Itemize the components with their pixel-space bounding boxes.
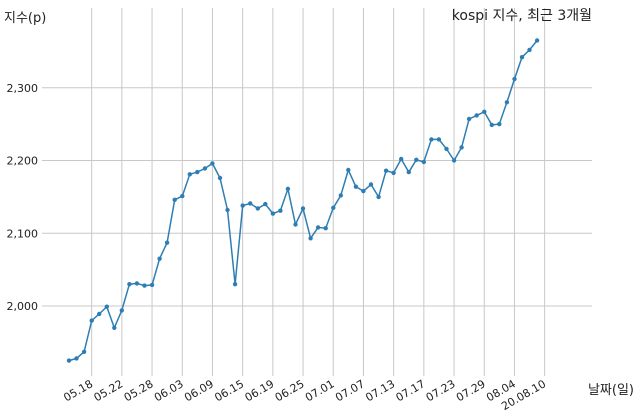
data-point: [504, 100, 510, 105]
data-point: [512, 76, 517, 82]
data-point: [497, 121, 502, 127]
data-point: [263, 201, 268, 207]
data-point: [187, 172, 192, 177]
data-point: [444, 146, 449, 152]
data-point: [489, 122, 494, 128]
data-point: [436, 137, 442, 142]
data-point: [285, 186, 291, 192]
data-point: [134, 281, 140, 286]
data-point: [519, 55, 525, 60]
data-point: [353, 184, 359, 189]
data-point: [338, 193, 343, 198]
x-tick-label: 06.19: [243, 377, 277, 404]
data-point: [217, 175, 223, 181]
data-point: [97, 311, 102, 317]
y-tick-label: 2,100: [7, 227, 39, 240]
chart-title: kospi 지수, 최근 3개월: [452, 8, 592, 24]
data-point: [466, 116, 472, 122]
data-point: [346, 167, 351, 173]
x-tick-label: 06.15: [212, 377, 246, 404]
x-axis: 05.1805.2205.2806.0306.0906.1506.1906.25…: [61, 377, 548, 413]
data-point: [164, 240, 170, 245]
data-point: [210, 161, 215, 166]
data-point: [482, 109, 487, 115]
y-tick-label: 2,000: [7, 300, 39, 313]
data-points: [66, 38, 540, 363]
data-point: [361, 188, 366, 194]
data-point: [368, 182, 374, 187]
data-point: [255, 206, 260, 211]
data-point: [270, 211, 276, 216]
grid: [42, 8, 592, 376]
data-point: [157, 256, 162, 261]
x-tick-label: 07.17: [394, 377, 428, 404]
data-point: [315, 225, 321, 230]
data-point: [89, 318, 94, 323]
data-point: [66, 358, 72, 363]
x-tick-label: 06.03: [152, 377, 186, 404]
x-tick-label: 07.29: [454, 377, 488, 404]
data-point: [293, 222, 298, 227]
data-point: [74, 356, 79, 361]
data-point: [376, 194, 381, 200]
x-tick-label: 07.07: [333, 377, 367, 404]
data-point: [248, 201, 253, 206]
x-axis-label: 날짜(일): [588, 383, 634, 398]
data-point: [149, 282, 155, 288]
data-point: [300, 206, 306, 211]
x-tick-label: 05.22: [92, 377, 126, 404]
x-tick-label: 07.23: [424, 377, 458, 404]
data-point: [202, 166, 208, 171]
y-axis: 2,000 2,100 2,200 2,300: [7, 82, 39, 313]
data-point: [474, 113, 479, 118]
data-point: [112, 325, 117, 330]
data-point: [459, 145, 464, 150]
data-point: [406, 169, 411, 175]
data-point: [278, 208, 283, 213]
data-point: [331, 205, 336, 210]
y-tick-label: 2,200: [7, 155, 39, 168]
y-axis-label: 지수(p): [4, 11, 46, 26]
x-tick-label: 07.13: [363, 377, 397, 404]
data-point: [119, 308, 125, 313]
data-point: [383, 168, 389, 173]
data-point: [195, 169, 200, 175]
data-point: [391, 170, 396, 176]
x-tick-label: 07.01: [303, 377, 337, 404]
data-point: [534, 38, 540, 43]
data-point: [225, 207, 230, 213]
data-point: [142, 283, 147, 288]
y-tick-label: 2,300: [7, 82, 39, 95]
data-point: [527, 47, 532, 53]
data-point: [104, 304, 110, 309]
data-point: [323, 226, 328, 231]
data-point: [429, 137, 434, 142]
data-point: [232, 282, 238, 287]
x-tick-label: 05.28: [122, 377, 156, 404]
data-point: [421, 159, 426, 165]
data-point: [451, 158, 457, 163]
data-point: [180, 193, 185, 199]
data-point: [399, 156, 404, 162]
data-point: [240, 203, 245, 208]
x-tick-label: 06.09: [182, 377, 216, 404]
x-tick-label: 06.25: [273, 377, 307, 404]
data-point: [127, 282, 132, 287]
data-point: [308, 236, 313, 241]
data-point: [81, 349, 87, 354]
data-point: [414, 157, 419, 162]
data-point: [172, 197, 177, 202]
x-tick-label: 05.18: [61, 377, 95, 404]
